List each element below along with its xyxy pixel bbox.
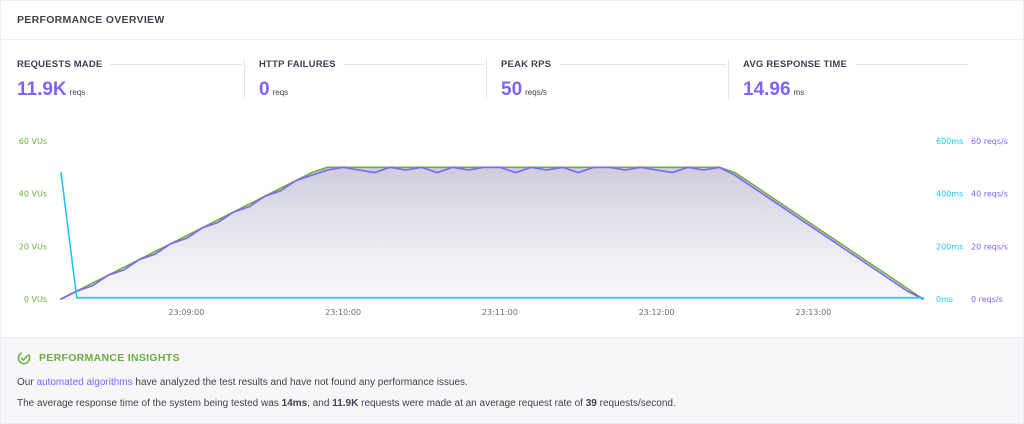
insights-text: requests were made at an average request… [361,398,583,409]
performance-chart[interactable]: 0 VUs 20 VUs 40 VUs 60 VUs 0ms 200ms 400ms 600m… [1,121,1024,326]
insights-text: Our [17,377,34,388]
insights-text: , and [307,398,330,409]
stat-label: HTTP FAILURES [259,59,336,70]
x-tick-label: 23:09:00 [168,308,204,317]
stat-value: 0 [259,79,270,100]
y-tick-rps: 20 reqs/s [971,242,1008,251]
rps-series-line [60,166,924,300]
vus-area [61,167,923,299]
stat-label: REQUESTS MADE [17,59,103,70]
y-tick-vus: 40 VUs [19,190,47,199]
y-tick-ms: 200ms [936,242,963,251]
stat-avg-response-time: AVG RESPONSE TIME 14.96 ms [743,59,968,101]
insights-title: PERFORMANCE INSIGHTS [17,351,180,365]
insights-text: have analyzed the test results and have … [135,377,468,388]
stat-value: 50 [501,79,523,100]
y-tick-ms: 400ms [936,190,963,199]
requests-highlight: 11.9K [332,398,359,409]
stat-unit: reqs [69,88,86,97]
y-tick-rps: 60 reqs/s [971,137,1008,146]
stat-divider [244,59,245,99]
insights-title-label: PERFORMANCE INSIGHTS [39,352,180,364]
insights-text: The average response time of the system … [17,398,279,409]
stat-label: PEAK RPS [501,59,552,70]
y-tick-ms: 0ms [936,295,953,304]
check-circle-icon [17,351,31,365]
response-time-series-line [60,171,924,299]
stat-value: 14.96 [743,79,791,100]
y-tick-vus: 60 VUs [19,137,47,146]
stat-label: AVG RESPONSE TIME [743,59,848,70]
y-tick-rps: 40 reqs/s [971,190,1008,199]
stat-divider [728,59,729,99]
stat-unit: reqs/s [525,88,547,97]
insights-line-2: The average response time of the system … [17,398,676,409]
insights-text: requests/second. [599,398,676,409]
avg-response-highlight: 14ms [281,398,308,409]
stat-divider [486,59,487,99]
stat-http-failures: HTTP FAILURES 0 reqs [259,59,484,101]
stat-value: 11.9K [17,79,67,100]
panel-title: PERFORMANCE OVERVIEW [17,14,165,26]
insights-line-1: Our automated algorithms have analyzed t… [17,377,468,388]
avg-rps-highlight: 39 [585,398,597,409]
automated-algorithms-link[interactable]: automated algorithms [36,377,133,388]
stat-peak-rps: PEAK RPS 50 reqs/s [501,59,726,101]
x-tick-label: 23:11:00 [482,308,518,317]
stat-requests-made: REQUESTS MADE 11.9K reqs [17,59,242,101]
panel-header: PERFORMANCE OVERVIEW [1,1,1023,40]
stat-unit: ms [793,88,805,97]
x-tick-label: 23:10:00 [325,308,361,317]
y-tick-vus: 0 VUs [24,295,47,304]
y-tick-rps: 0 reqs/s [971,295,1003,304]
performance-insights: PERFORMANCE INSIGHTS Our automated algor… [1,337,1023,423]
y-tick-ms: 600ms [936,137,963,146]
x-tick-label: 23:13:00 [795,308,831,317]
x-tick-label: 23:12:00 [639,308,675,317]
y-tick-vus: 20 VUs [19,242,47,251]
stat-unit: reqs [272,88,289,97]
